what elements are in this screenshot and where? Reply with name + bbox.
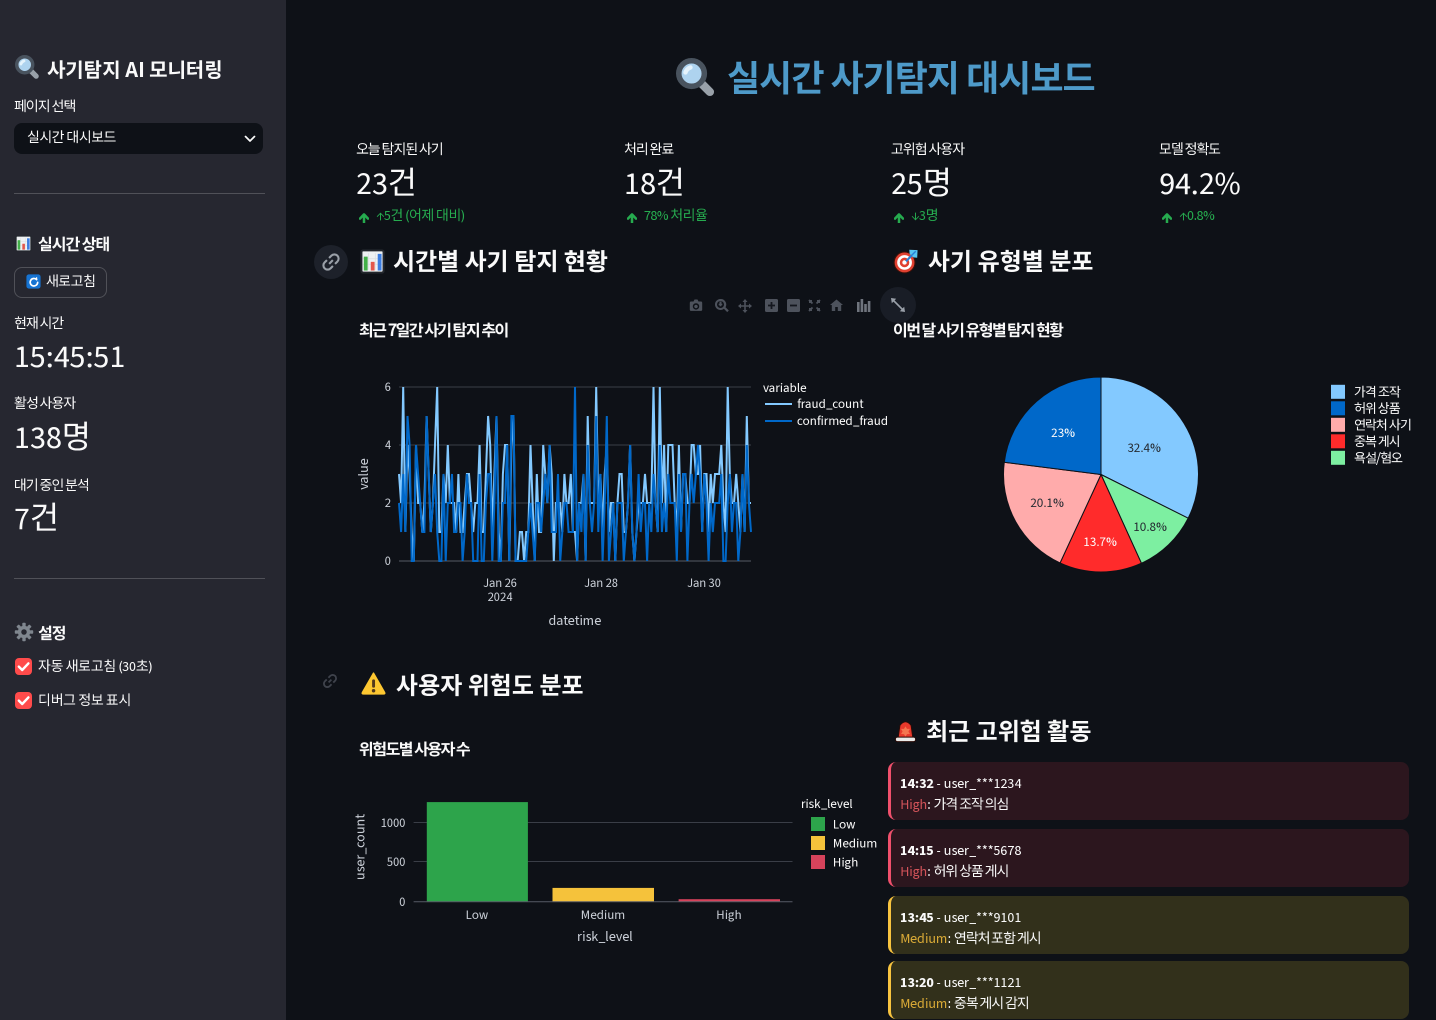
- svg-text:Jan 26: Jan 26: [483, 574, 517, 592]
- svg-text:risk_level: risk_level: [801, 796, 853, 814]
- svg-text:위험도별 사용자 수: 위험도별 사용자 수: [359, 736, 470, 760]
- svg-text:6: 6: [385, 378, 391, 396]
- svg-text:High: High: [833, 855, 858, 873]
- svg-text:fraud_count: fraud_count: [796, 396, 864, 414]
- svg-text:13.7%: 13.7%: [1083, 534, 1117, 552]
- svg-text:1000: 1000: [381, 814, 406, 832]
- svg-text:허위 상품: 허위 상품: [1354, 398, 1400, 417]
- svg-text:연락처 사기: 연락처 사기: [1354, 414, 1411, 433]
- svg-text:datetime: datetime: [549, 611, 602, 631]
- svg-text:user_count: user_count: [351, 813, 371, 880]
- svg-text:최근 7일간 사기 탐지 추이: 최근 7일간 사기 탐지 추이: [359, 317, 508, 341]
- svg-text:중복 게시: 중복 게시: [1354, 431, 1400, 450]
- svg-text:Low: Low: [833, 817, 856, 835]
- svg-text:500: 500: [387, 853, 406, 871]
- svg-text:20.1%: 20.1%: [1030, 495, 1064, 513]
- svg-text:이번 달 사기 유형별 탐지 현황: 이번 달 사기 유형별 탐지 현황: [893, 317, 1063, 341]
- svg-text:32.4%: 32.4%: [1127, 440, 1161, 458]
- svg-text:2: 2: [385, 494, 391, 512]
- svg-text:risk_level: risk_level: [577, 927, 633, 947]
- svg-text:4: 4: [385, 436, 392, 454]
- svg-text:0: 0: [399, 893, 405, 911]
- svg-text:2024: 2024: [488, 588, 514, 606]
- svg-text:variable: variable: [763, 380, 807, 398]
- svg-text:0: 0: [385, 552, 391, 570]
- svg-text:10.8%: 10.8%: [1133, 519, 1167, 537]
- svg-text:value: value: [354, 458, 374, 489]
- svg-text:가격 조작: 가격 조작: [1354, 381, 1401, 400]
- svg-text:Jan 30: Jan 30: [687, 574, 721, 592]
- svg-text:High: High: [716, 907, 741, 925]
- svg-text:23%: 23%: [1051, 425, 1075, 443]
- svg-text:Jan 28: Jan 28: [584, 574, 618, 592]
- svg-text:confirmed_fraud: confirmed_fraud: [797, 413, 888, 431]
- svg-text:Low: Low: [466, 907, 489, 925]
- svg-text:Medium: Medium: [581, 907, 625, 925]
- svg-text:Medium: Medium: [833, 836, 877, 854]
- svg-text:욕설/혐오: 욕설/혐오: [1354, 447, 1403, 466]
